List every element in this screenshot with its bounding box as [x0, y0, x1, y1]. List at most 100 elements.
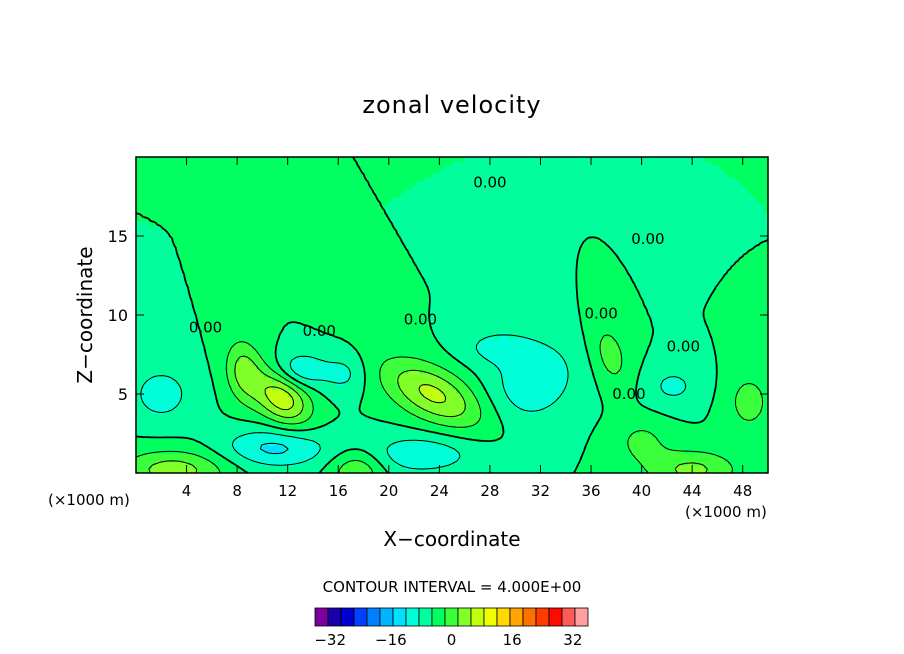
field-cell	[388, 349, 393, 354]
field-cell	[340, 433, 345, 438]
field-cell	[416, 449, 421, 454]
field-cell	[332, 397, 337, 402]
field-cell	[596, 433, 601, 438]
field-cell	[476, 465, 481, 470]
field-cell	[412, 405, 417, 410]
field-cell	[668, 453, 673, 458]
field-cell	[564, 389, 569, 394]
field-cell	[540, 417, 545, 422]
field-cell	[268, 353, 273, 358]
field-cell	[736, 409, 741, 414]
field-cell	[712, 445, 717, 450]
field-cell	[612, 417, 617, 422]
field-cell	[324, 409, 329, 414]
field-cell	[600, 361, 605, 366]
field-cell	[648, 425, 653, 430]
field-cell	[724, 349, 729, 354]
field-cell	[484, 401, 489, 406]
field-cell	[332, 433, 337, 438]
field-cell	[648, 409, 653, 414]
field-cell	[476, 373, 481, 378]
field-cell	[492, 469, 497, 473]
field-cell	[216, 381, 221, 386]
field-cell	[156, 437, 161, 442]
field-cell	[168, 425, 173, 430]
field-cell	[148, 381, 153, 386]
field-cell	[612, 433, 617, 438]
field-cell	[708, 385, 713, 390]
field-cell	[496, 397, 501, 402]
field-cell	[468, 345, 473, 350]
field-cell	[416, 385, 421, 390]
field-cell	[764, 421, 768, 426]
field-cell	[484, 345, 489, 350]
field-cell	[680, 405, 685, 410]
field-cell	[372, 445, 377, 450]
field-cell	[516, 417, 521, 422]
field-cell	[524, 425, 529, 430]
field-cell	[760, 429, 765, 434]
field-cell	[412, 453, 417, 458]
field-cell	[232, 409, 237, 414]
field-cell	[508, 461, 513, 466]
field-cell	[448, 345, 453, 350]
field-cell	[492, 465, 497, 470]
field-cell	[424, 461, 429, 466]
field-cell	[644, 397, 649, 402]
field-cell	[548, 433, 553, 438]
field-cell	[508, 449, 513, 454]
field-cell	[164, 429, 169, 434]
field-cell	[364, 361, 369, 366]
field-cell	[176, 349, 181, 354]
field-cell	[376, 361, 381, 366]
field-cell	[268, 345, 273, 350]
field-cell	[592, 405, 597, 410]
field-cell	[544, 385, 549, 390]
field-cell	[472, 365, 477, 370]
field-cell	[360, 449, 365, 454]
field-cell	[324, 445, 329, 450]
field-cell	[308, 433, 313, 438]
field-cell	[272, 421, 277, 426]
field-cell	[608, 393, 613, 398]
field-cell	[632, 377, 637, 382]
field-cell	[312, 413, 317, 418]
field-cell	[480, 401, 485, 406]
field-cell	[220, 457, 225, 462]
field-cell	[180, 445, 185, 450]
field-cell	[732, 441, 737, 446]
field-cell	[500, 449, 505, 454]
field-cell	[604, 413, 609, 418]
field-cell	[480, 421, 485, 426]
field-cell	[308, 369, 313, 374]
field-cell	[532, 433, 537, 438]
field-cell	[520, 385, 525, 390]
field-cell	[308, 429, 313, 434]
field-cell	[756, 365, 761, 370]
field-cell	[524, 401, 529, 406]
field-cell	[144, 413, 149, 418]
field-cell	[176, 461, 181, 466]
field-cell	[140, 377, 145, 382]
field-cell	[252, 353, 257, 358]
field-cell	[460, 461, 465, 466]
field-cell	[628, 369, 633, 374]
field-cell	[152, 433, 157, 438]
field-cell	[404, 409, 409, 414]
field-cell	[408, 465, 413, 470]
field-cell	[528, 385, 533, 390]
field-cell	[548, 349, 553, 354]
field-cell	[460, 349, 465, 354]
field-cell	[732, 437, 737, 442]
field-cell	[696, 393, 701, 398]
field-cell	[496, 361, 501, 366]
field-cell	[204, 429, 209, 434]
field-cell	[152, 469, 157, 473]
field-cell	[716, 405, 721, 410]
field-cell	[352, 469, 357, 473]
field-cell	[368, 377, 373, 382]
field-cell	[452, 445, 457, 450]
field-cell	[576, 441, 581, 446]
field-cell	[264, 397, 269, 402]
